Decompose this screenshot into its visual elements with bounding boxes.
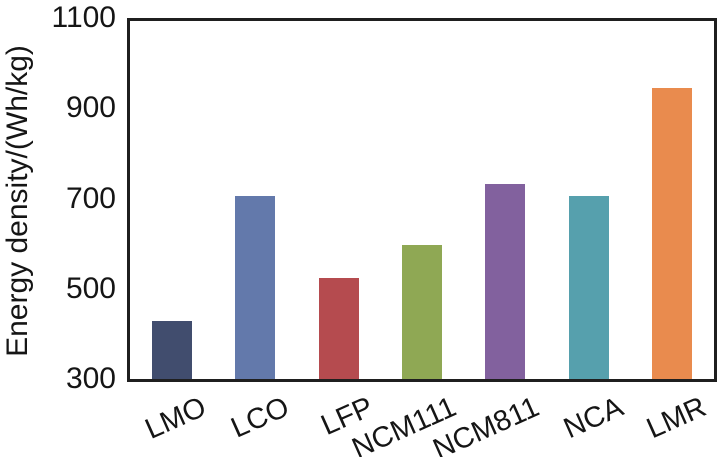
x-tick-label-lco: LCO <box>226 391 295 445</box>
y-tick-label: 700 <box>65 181 116 215</box>
y-tick-label: 500 <box>65 271 116 305</box>
x-tick-label-lmr: LMR <box>642 391 712 446</box>
bar-lco <box>235 196 275 379</box>
bar-ncm811 <box>485 184 525 379</box>
bar-lfp <box>319 278 359 379</box>
plot-area <box>127 18 717 382</box>
bar-ncm111 <box>402 245 442 379</box>
x-tick-label-lmo: LMO <box>140 391 212 446</box>
bar-nca <box>569 196 609 379</box>
y-tick-label: 300 <box>65 362 116 395</box>
y-tick-label: 900 <box>65 91 116 125</box>
bar-lmr <box>652 88 692 379</box>
x-tick-label-nca: NCA <box>559 391 629 446</box>
y-tick-label: 1100 <box>51 1 116 34</box>
bar-lmo <box>152 321 192 379</box>
